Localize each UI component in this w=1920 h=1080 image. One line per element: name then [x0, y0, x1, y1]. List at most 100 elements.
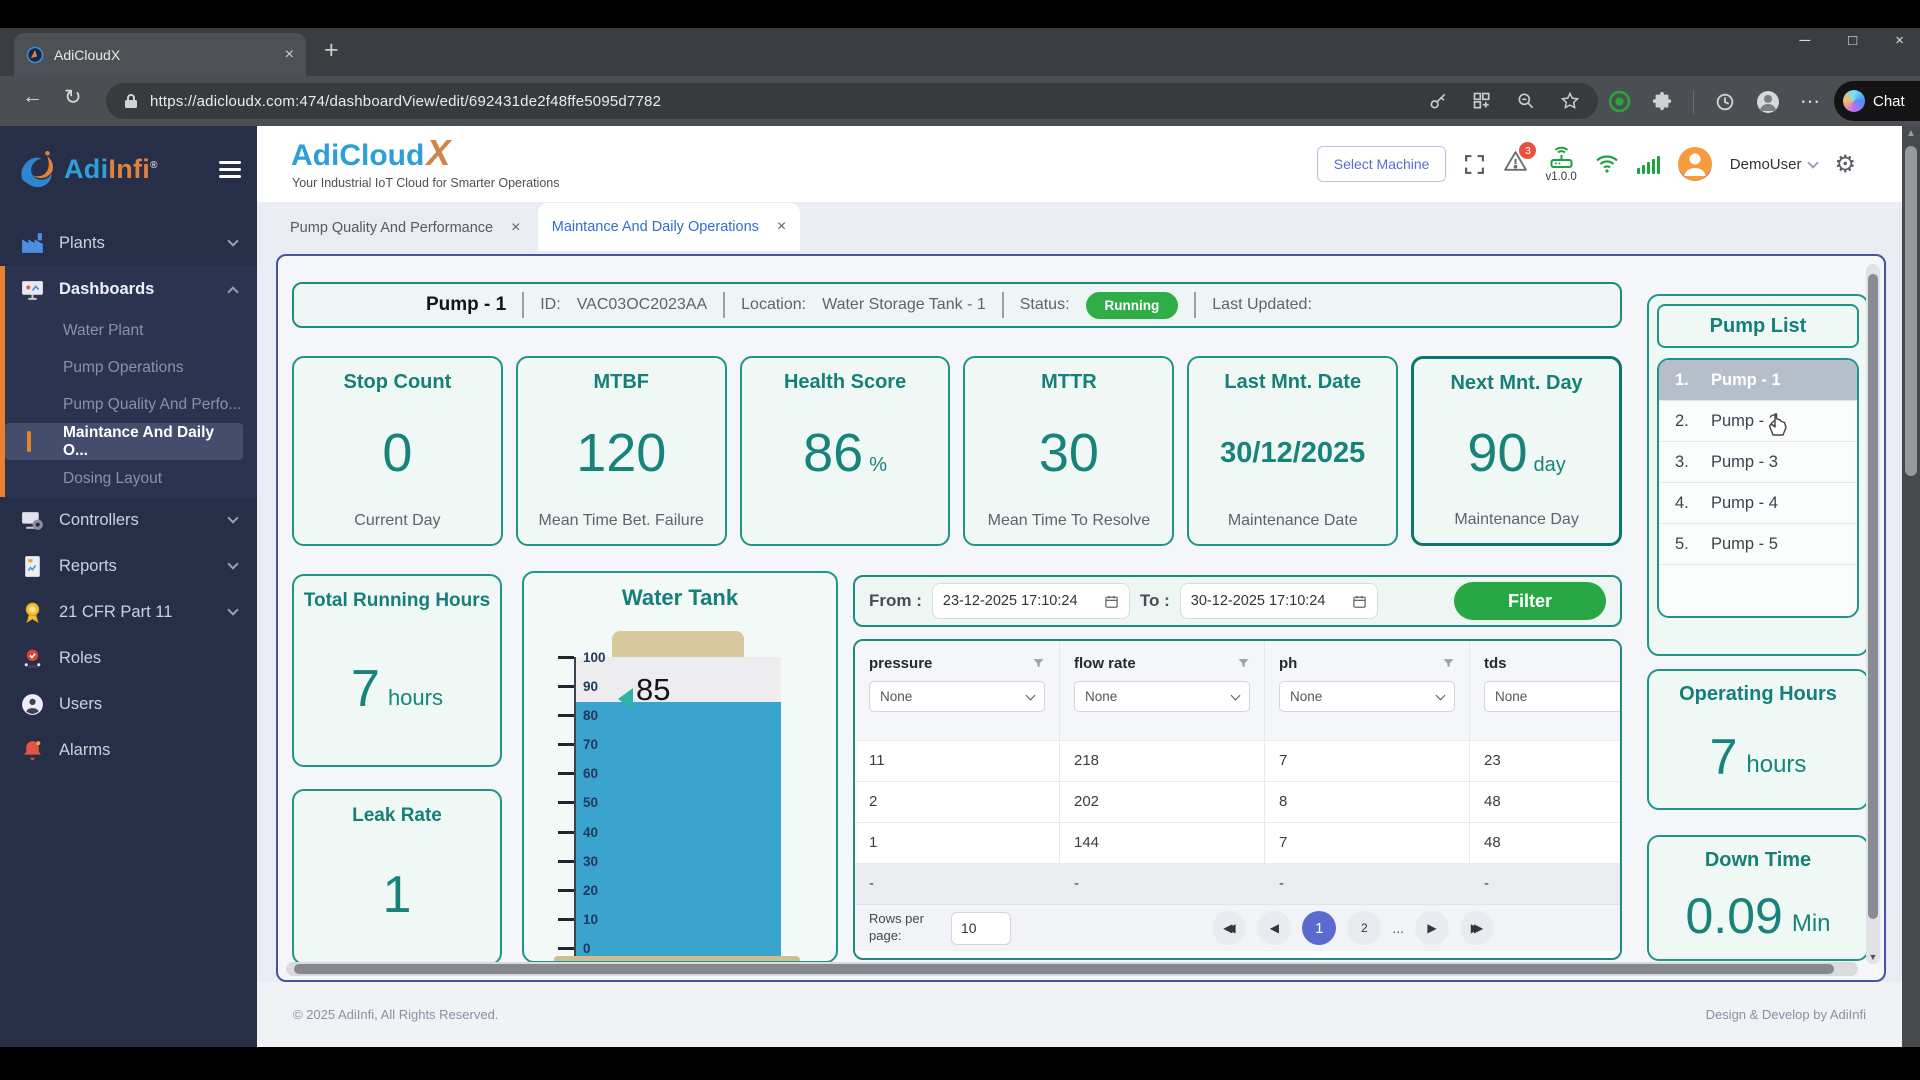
sidebar-subitem-maintance-daily[interactable]: Maintance And Daily O... — [5, 423, 243, 460]
key-icon[interactable] — [1428, 91, 1448, 111]
next-page-button[interactable]: ▶ — [1415, 911, 1449, 945]
browser-scrollbar[interactable]: ▲ — [1902, 126, 1920, 1047]
to-datetime-input[interactable]: 30-12-2025 17:10:24 — [1179, 583, 1378, 619]
stat-card-mttr: MTTR 30 Mean Time To Resolve — [963, 356, 1175, 546]
sidebar-item-roles[interactable]: Roles — [0, 635, 257, 681]
browser-scrollbar-thumb[interactable] — [1905, 146, 1917, 476]
calendar-icon[interactable] — [1352, 594, 1367, 609]
sidebar-subitem-pump-quality[interactable]: Pump Quality And Perfo... — [63, 395, 242, 413]
sidebar-item-plants[interactable]: Plants — [0, 220, 257, 266]
history-icon[interactable] — [1714, 91, 1736, 113]
tab-close-icon[interactable]: × — [284, 45, 294, 63]
water-level-marker-icon — [618, 688, 633, 710]
sidebar-item-dashboards[interactable]: Dashboards — [5, 266, 257, 312]
alarm-bell-icon — [24, 740, 41, 760]
browser-menu-icon[interactable]: ⋯ — [1800, 91, 1820, 113]
water-tank-title: Water Tank — [621, 585, 739, 610]
leak-rate-card: Leak Rate 1 — [292, 789, 502, 965]
url-text[interactable]: https://adicloudx.com:474/dashboardView/… — [150, 92, 662, 110]
sidebar-subitem-dosing-layout[interactable]: Dosing Layout — [63, 469, 163, 487]
table-header: pressure None flow rate None ph None tds… — [855, 641, 1620, 740]
page-1-button[interactable]: 1 — [1302, 911, 1337, 945]
table-row[interactable]: 11 218 7 23 — [855, 740, 1620, 781]
chevron-down-icon — [227, 235, 239, 247]
filter-funnel-icon[interactable] — [1442, 657, 1455, 670]
tab-close-icon[interactable]: × — [511, 219, 521, 236]
pump-list-item-3[interactable]: 3. Pump - 3 — [1659, 442, 1857, 483]
first-page-button[interactable]: ◀◀ — [1212, 911, 1247, 945]
scroll-up-icon[interactable]: ▲ — [1906, 128, 1916, 139]
close-button[interactable]: × — [1895, 32, 1904, 49]
scroll-down-icon[interactable]: ▼ — [1868, 952, 1878, 962]
tab-close-icon[interactable]: × — [776, 218, 787, 235]
user-menu[interactable]: DemoUser — [1730, 156, 1820, 173]
dashboard-horizontal-scrollbar[interactable] — [286, 962, 1858, 976]
new-tab-button[interactable]: + — [324, 36, 339, 64]
refresh-button[interactable]: ↻ — [64, 86, 82, 109]
extensions-puzzle-icon[interactable] — [1651, 91, 1673, 113]
alerts-button[interactable]: 3 — [1503, 142, 1537, 179]
back-button[interactable]: ← — [22, 85, 43, 108]
sidebar-item-alarms[interactable]: Alarms — [0, 727, 257, 773]
grid-apps-icon[interactable] — [1472, 91, 1492, 111]
dashboard-tab-pump-quality[interactable]: Pump Quality And Performance × — [290, 219, 521, 236]
browser-profile-icon[interactable] — [1756, 90, 1780, 114]
sidebar-subitem-water-plant[interactable]: Water Plant — [63, 321, 144, 339]
pump-list-item-2[interactable]: 2. Pump - 2 — [1659, 401, 1857, 442]
sidebar-item-21-cfr[interactable]: 21 CFR Part 11 — [0, 589, 257, 635]
sidebar-item-reports[interactable]: Reports — [0, 543, 257, 589]
pump-status-label: Status: — [1019, 296, 1070, 313]
dashboard-panel: Pump - 1 ID: VAC03OC2023AA Location: Wat… — [276, 254, 1886, 982]
sidebar-item-controllers[interactable]: Controllers — [0, 497, 257, 543]
stat-card-last-mnt-date: Last Mnt. Date 30/12/2025 Maintenance Da… — [1187, 356, 1399, 546]
fullscreen-icon[interactable] — [1463, 153, 1486, 176]
minimize-button[interactable]: ─ — [1799, 32, 1811, 49]
pump-list-item-1[interactable]: 1. Pump - 1 — [1659, 360, 1857, 401]
user-avatar[interactable] — [1677, 146, 1713, 182]
adblock-extension-icon[interactable] — [1608, 90, 1631, 113]
scrollbar-thumb[interactable] — [1868, 274, 1878, 919]
stat-card-next-mnt-day[interactable]: Next Mnt. Day 90 day Maintenance Day — [1411, 356, 1622, 546]
page-2-button[interactable]: 2 — [1347, 911, 1382, 945]
table-row[interactable]: ---- — [855, 863, 1620, 904]
sidebar-subitem-pump-operations[interactable]: Pump Operations — [63, 358, 184, 376]
ph-filter-select[interactable]: None — [1279, 681, 1455, 712]
chevron-up-icon — [227, 286, 239, 298]
router-icon — [1550, 146, 1573, 168]
previous-page-button[interactable]: ◀ — [1257, 911, 1292, 945]
sidebar: AdiInfi® Plants Dashboards Water Plant P… — [0, 126, 257, 1047]
flow-rate-filter-select[interactable]: None — [1074, 681, 1250, 712]
address-bar[interactable]: https://adicloudx.com:474/dashboardView/… — [106, 83, 1598, 119]
table-row[interactable]: 1 144 7 48 — [855, 822, 1620, 863]
rows-per-page-select[interactable]: 10 — [951, 911, 1011, 945]
scrollbar-thumb[interactable] — [294, 964, 1834, 974]
filter-funnel-icon[interactable] — [1032, 657, 1045, 670]
dashboard-vertical-scrollbar[interactable]: ▼ — [1866, 264, 1880, 964]
zoom-out-icon[interactable] — [1516, 91, 1536, 111]
filter-button[interactable]: Filter — [1454, 582, 1606, 620]
settings-gear-icon[interactable]: ⚙ — [1834, 150, 1856, 178]
total-running-hours-card: Total Running Hours 7 hours — [292, 574, 502, 767]
select-machine-button[interactable]: Select Machine — [1316, 146, 1447, 182]
hamburger-menu-icon[interactable] — [219, 160, 241, 178]
maximize-button[interactable]: □ — [1848, 32, 1858, 49]
users-icon — [22, 693, 43, 715]
calendar-icon[interactable] — [1104, 594, 1119, 609]
pump-list-item-5[interactable]: 5. Pump - 5 — [1659, 524, 1857, 565]
tds-filter-select[interactable]: None — [1484, 681, 1620, 712]
from-datetime-input[interactable]: 23-12-2025 17:10:24 — [931, 583, 1130, 619]
chevron-down-icon — [227, 512, 239, 524]
last-page-button[interactable]: ▶▶ — [1460, 911, 1494, 945]
dashboard-tab-maintance-daily[interactable]: Maintance And Daily Operations × — [538, 203, 800, 251]
pressure-filter-select[interactable]: None — [869, 681, 1045, 712]
chevron-down-icon — [1025, 690, 1036, 700]
filter-funnel-icon[interactable] — [1237, 657, 1250, 670]
copilot-chat-button[interactable]: Chat — [1834, 81, 1920, 121]
copyright-text: © 2025 AdiInfi, All Rights Reserved. — [293, 1007, 499, 1022]
browser-tab[interactable]: AdiCloudX × — [14, 33, 306, 76]
sidebar-item-users[interactable]: Users — [0, 681, 257, 727]
dashboards-icon — [22, 280, 43, 300]
table-row[interactable]: 2 202 8 48 — [855, 781, 1620, 822]
pump-list-item-4[interactable]: 4. Pump - 4 — [1659, 483, 1857, 524]
bookmark-star-icon[interactable] — [1560, 91, 1580, 111]
